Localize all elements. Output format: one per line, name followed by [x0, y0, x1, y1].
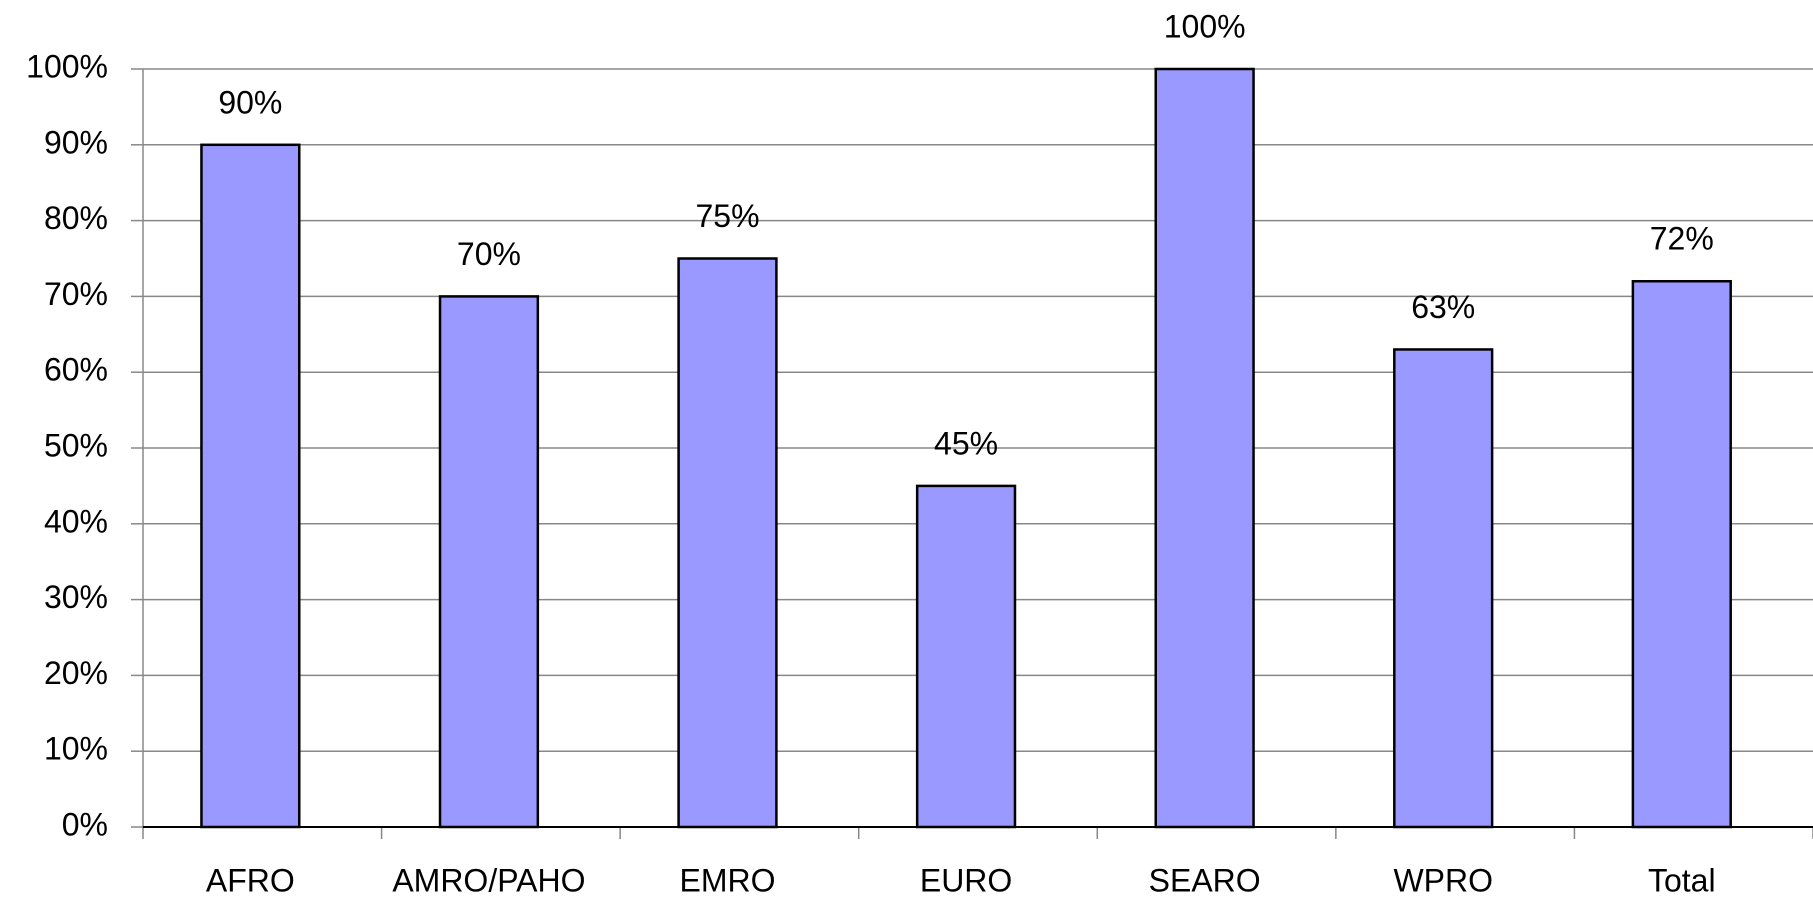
- y-tick-label: 100%: [26, 48, 108, 84]
- y-tick-label: 30%: [44, 579, 108, 615]
- x-tick-label: EMRO: [680, 862, 776, 898]
- y-tick-label: 70%: [44, 276, 108, 312]
- y-tick-label: 60%: [44, 352, 108, 388]
- x-tick-label: SEARO: [1149, 862, 1261, 898]
- bar: [1154, 67, 1255, 829]
- data-label: 70%: [457, 236, 521, 272]
- y-tick-label: 50%: [44, 427, 108, 463]
- y-tick-label: 90%: [44, 124, 108, 160]
- y-tick-label: 0%: [62, 806, 108, 842]
- bar: [1631, 279, 1732, 829]
- bar: [438, 295, 540, 829]
- x-tick-label: EURO: [920, 862, 1012, 898]
- y-tick-label: 10%: [44, 731, 108, 767]
- bar: [915, 484, 1017, 829]
- data-label: 100%: [1164, 8, 1246, 44]
- bar: [677, 257, 778, 829]
- data-label: 72%: [1650, 221, 1714, 257]
- bar: [1393, 348, 1494, 829]
- data-label: 75%: [695, 198, 759, 234]
- x-tick-label: AMRO/PAHO: [392, 862, 585, 898]
- x-tick-label: WPRO: [1393, 862, 1493, 898]
- x-tick-label: AFRO: [206, 862, 295, 898]
- data-label: 90%: [218, 84, 282, 120]
- data-label: 45%: [934, 425, 998, 461]
- y-tick-label: 20%: [44, 655, 108, 691]
- y-tick-label: 80%: [44, 200, 108, 236]
- data-label: 63%: [1411, 289, 1475, 325]
- y-tick-label: 40%: [44, 503, 108, 539]
- bar: [200, 143, 301, 829]
- x-tick-label: Total: [1648, 862, 1716, 898]
